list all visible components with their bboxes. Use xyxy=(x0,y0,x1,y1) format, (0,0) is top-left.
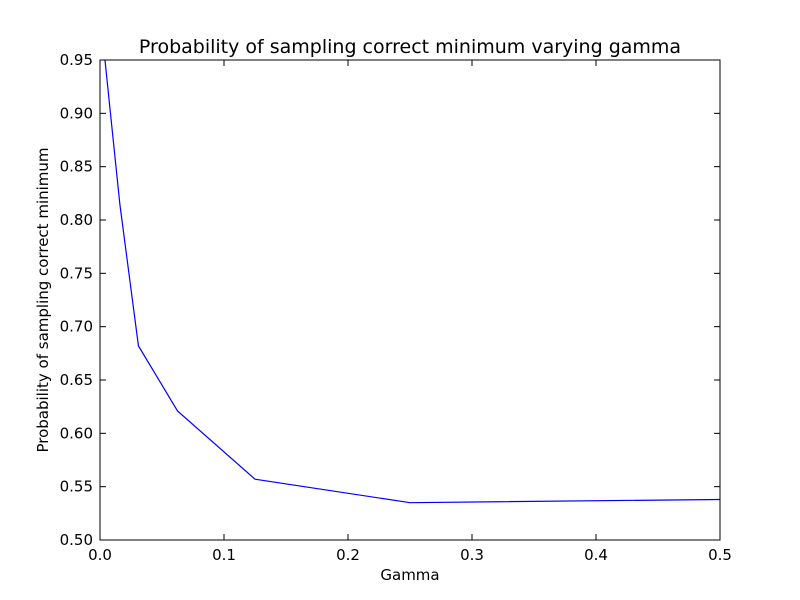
y-tick-label: 0.75 xyxy=(60,264,93,282)
x-tick-label: 0.5 xyxy=(708,546,732,564)
x-tick-label: 0.2 xyxy=(336,546,360,564)
x-tick-label: 0.4 xyxy=(584,546,608,564)
chart-title: Probability of sampling correct minimum … xyxy=(139,36,681,58)
axis-ticks: 0.0 0.1 0.2 0.3 0.4 0.5 0.50 0.55 0.60 0.65 0.70 0.… xyxy=(60,51,732,564)
y-tick-label: 0.50 xyxy=(60,531,93,549)
y-tick-label: 0.55 xyxy=(60,478,93,496)
x-tick-label: 0.1 xyxy=(212,546,236,564)
x-tick-label: 0.3 xyxy=(460,546,484,564)
plot-frame xyxy=(99,59,721,541)
y-tick-label: 0.80 xyxy=(60,211,93,229)
y-tick-label: 0.70 xyxy=(60,318,93,336)
y-tick-label: 0.65 xyxy=(60,371,93,389)
y-tick-label: 0.95 xyxy=(60,51,93,69)
y-tick-label: 0.60 xyxy=(60,424,93,442)
x-tick-label: 0.0 xyxy=(88,546,112,564)
y-tick-label: 0.90 xyxy=(60,104,93,122)
x-axis-label: Gamma xyxy=(380,566,439,584)
y-tick-label: 0.85 xyxy=(60,158,93,176)
y-axis-label: Probability of sampling correct minimum xyxy=(34,147,52,452)
